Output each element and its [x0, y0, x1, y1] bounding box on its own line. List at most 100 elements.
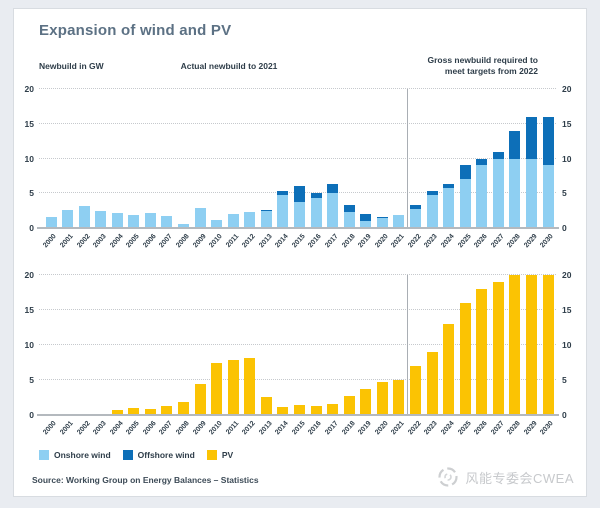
x-axis-year-label: 2006	[141, 420, 158, 437]
x-axis-year-label: 2000	[42, 233, 59, 250]
pv-bar	[509, 275, 521, 415]
x-axis-year-label: 2026	[473, 233, 489, 250]
x-axis-year-label: 2018	[340, 420, 357, 437]
pv-bar	[525, 275, 537, 415]
pv-bar	[492, 282, 504, 415]
x-axis-year-label: 2020	[373, 233, 390, 250]
offshore-wind-bar	[443, 184, 455, 189]
pv-bar	[161, 405, 173, 415]
x-axis-year-label: 2004	[108, 233, 125, 250]
onshore-wind-bar	[459, 179, 471, 228]
onshore-wind-bar	[128, 214, 140, 228]
pv-bar	[459, 303, 471, 415]
pv-bar	[443, 324, 455, 415]
legend: Onshore wind Offshore wind PV	[39, 450, 233, 460]
legend-label: Onshore wind	[54, 450, 111, 460]
onshore-wind-bar	[376, 218, 388, 228]
x-axis-year-label: 2027	[489, 420, 506, 437]
pv-chart: 0 0 5 5 10 10 15 15 20 20 2000 2001 2002 2003 2004 2005…	[25, 270, 572, 436]
y-axis-tick-label: 5	[562, 188, 567, 199]
y-axis-tick-label: 0	[562, 410, 567, 420]
offshore-wind-bar	[277, 191, 289, 195]
x-axis-year-label: 2012	[241, 233, 257, 250]
onshore-wind-bar	[227, 214, 239, 228]
x-axis-year-label: 2029	[522, 420, 539, 437]
x-axis-year-label: 2002	[75, 420, 92, 437]
cwea-logo-icon	[438, 467, 459, 487]
actual-newbuild-label: Actual newbuild to 2021	[180, 61, 278, 71]
x-axis-baseline	[37, 227, 559, 229]
y-axis-tick-label: 20	[562, 84, 572, 94]
pv-bar	[128, 408, 140, 415]
x-axis-baseline	[37, 414, 559, 416]
legend-label: Offshore wind	[137, 450, 195, 460]
onshore-wind-swatch-icon	[39, 450, 49, 460]
page-title: Expansion of wind and PV	[39, 22, 232, 39]
y-axis-tick-label: 5	[29, 188, 34, 199]
offshore-wind-bar	[476, 158, 488, 166]
onshore-wind-bar	[310, 198, 322, 228]
wind-chart: 0 0 5 5 10 10 15 15 20 20 2000 2001 2002 2003 2004 2005…	[25, 84, 572, 249]
required-newbuild-label: Gross newbuild required to meet targets …	[358, 55, 538, 77]
onshore-wind-bar	[409, 209, 421, 228]
pv-bar	[409, 366, 421, 415]
watermark-text: 风能专委会CWEA	[465, 470, 574, 486]
x-axis-year-label: 2016	[307, 233, 324, 250]
offshore-wind-bar	[459, 165, 471, 180]
y-axis-tick-label: 15	[562, 118, 572, 129]
pv-bar	[376, 382, 388, 415]
x-axis-year-label: 2020	[373, 420, 390, 437]
x-axis-year-label: 2023	[423, 420, 440, 437]
x-axis-year-label: 2008	[175, 420, 191, 437]
onshore-wind-bar	[426, 195, 438, 228]
y-axis-tick-label: 20	[562, 270, 572, 280]
y-axis-tick-label: 10	[562, 340, 572, 350]
onshore-wind-bar	[360, 221, 372, 228]
offshore-wind-bar	[294, 186, 305, 203]
offshore-wind-bar	[260, 209, 272, 212]
pv-bar	[178, 401, 190, 415]
onshore-wind-bar	[327, 193, 339, 228]
onshore-wind-bar	[178, 223, 190, 228]
target-period-divider	[407, 275, 409, 415]
x-axis-year-label: 2013	[257, 420, 274, 437]
y-axis-unit-label: Newbuild in GW	[39, 61, 104, 71]
offshore-wind-bar	[409, 205, 421, 210]
x-axis-year-label: 2024	[440, 233, 456, 250]
pv-bar	[360, 389, 372, 415]
pv-bar	[277, 406, 289, 415]
required-newbuild-label-line2: meet targets from 2022	[444, 66, 538, 76]
onshore-wind-bar	[78, 205, 90, 228]
y-axis-tick-label: 5	[29, 375, 34, 385]
pv-bar	[194, 384, 206, 415]
pv-bar	[327, 403, 339, 415]
x-axis-year-label: 2007	[158, 420, 175, 437]
offshore-wind-swatch-icon	[122, 450, 133, 460]
x-axis-year-label: 2024	[440, 420, 456, 437]
x-axis-year-label: 2000	[42, 420, 59, 437]
pv-bar	[476, 289, 488, 415]
x-axis-year-label: 2014	[274, 420, 291, 437]
x-axis-year-label: 2013	[257, 233, 274, 250]
gridline	[39, 344, 556, 345]
x-axis-year-label: 2025	[456, 420, 473, 437]
pv-bar	[393, 380, 405, 415]
x-axis-year-label: 2019	[357, 233, 373, 250]
pv-bar	[294, 405, 305, 415]
source-note: Source: Working Group on Energy Balances…	[32, 475, 259, 485]
x-axis-year-label: 2012	[241, 420, 257, 437]
offshore-wind-bar	[542, 116, 554, 166]
offshore-wind-bar	[343, 205, 355, 213]
x-axis-year-label: 2018	[340, 233, 357, 250]
onshore-wind-bar	[45, 216, 57, 228]
x-axis-year-label: 2009	[191, 420, 208, 437]
pv-bar	[227, 359, 239, 415]
pv-bar	[111, 410, 123, 415]
y-axis-tick-label: 10	[562, 153, 572, 164]
offshore-wind-bar	[310, 193, 322, 199]
legend-item-onshore-wind: Onshore wind	[39, 450, 111, 460]
gridline	[39, 309, 556, 310]
onshore-wind-bar	[443, 188, 455, 228]
onshore-wind-bar	[244, 212, 256, 228]
onshore-wind-bar	[211, 219, 223, 228]
